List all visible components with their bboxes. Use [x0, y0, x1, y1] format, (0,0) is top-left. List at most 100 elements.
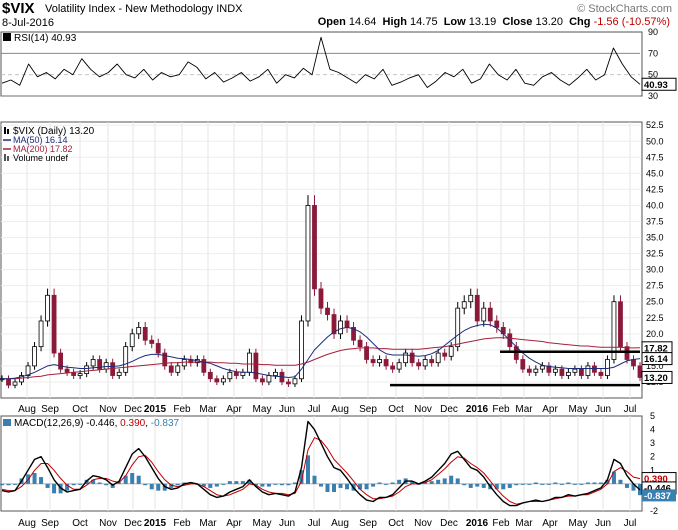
rsi-last-value: 40.93 — [641, 77, 677, 91]
macd-hist-bar-59 — [384, 483, 389, 485]
price-y-tick-12: 22.5 — [646, 313, 664, 323]
macd-hist-bar-28 — [182, 482, 187, 484]
close-value: 13.20 — [535, 16, 563, 28]
macd-hist-bar-69 — [449, 475, 454, 484]
price-candle-85 — [552, 368, 558, 373]
macd-hist-last: -0.837 — [642, 489, 676, 502]
price-candle-4 — [25, 365, 31, 376]
price-candle-54 — [351, 326, 356, 341]
price-candle-26 — [168, 365, 174, 373]
macd-x-label-9: May — [253, 518, 272, 529]
exchange-label: INDX — [216, 3, 243, 15]
macd-legend-hist: -0.837 — [151, 418, 180, 429]
price-candle-95 — [618, 301, 623, 348]
macd-hist-bar-15 — [97, 482, 102, 484]
price-legend-swatch-3 — [4, 154, 6, 161]
price-x-label-18: Feb — [492, 404, 510, 415]
macd-hist-bar-20 — [130, 473, 135, 484]
macd-x-label-17: 2016 — [466, 518, 489, 529]
price-x-label-9: May — [253, 404, 272, 415]
macd-hist-bar-38 — [247, 479, 252, 484]
price-y-tick-4: 42.5 — [646, 184, 664, 194]
macd-x-label-4: Dec — [124, 518, 142, 529]
ma50-last-value: 16.14 — [641, 352, 673, 366]
macd-x-label-5: 2015 — [144, 518, 167, 529]
high-label: High — [382, 16, 407, 28]
price-x-label-22: Jun — [595, 404, 611, 415]
macd-hist-last-text: -0.837 — [644, 491, 671, 502]
price-candle-96 — [624, 346, 630, 360]
price-candle-22 — [142, 326, 148, 341]
price-candle-61 — [396, 362, 402, 370]
macd-hist-bar-5 — [32, 473, 37, 484]
price-candle-66 — [429, 359, 435, 364]
rsi-line — [1, 36, 641, 88]
price-candle-39 — [253, 352, 259, 380]
price-candle-73 — [474, 294, 480, 322]
price-candle-20 — [129, 333, 135, 348]
open-value: 14.64 — [348, 16, 377, 28]
macd-hist-bar-74 — [481, 483, 486, 488]
macd-x-label-6: Feb — [173, 518, 191, 529]
macd-legend-sep1: , — [115, 418, 121, 429]
price-candle-52 — [338, 320, 343, 335]
macd-frame — [0, 415, 643, 512]
macd-signal-last-text: 0.390 — [644, 474, 668, 485]
open-label: Open — [317, 16, 346, 28]
macd-hist-bar-48 — [312, 475, 317, 484]
chg-label: Chg — [569, 16, 591, 28]
rsi-y-tick-2: 50 — [648, 70, 658, 80]
price-candle-89 — [579, 368, 584, 376]
macd-hist-bar-61 — [397, 479, 402, 484]
macd-legend-swatch — [3, 419, 11, 426]
price-legend-0: $VIX (Daily) 13.20 — [13, 126, 95, 137]
ma200-line — [2, 337, 641, 380]
price-candle-67 — [435, 352, 441, 364]
macd-hist-bar-40 — [260, 483, 265, 487]
price-candle-10 — [64, 368, 70, 373]
price-candle-7 — [45, 294, 50, 322]
price-candle-59 — [383, 359, 389, 367]
price-candle-14 — [90, 359, 96, 367]
macd-hist-bar-79 — [514, 483, 519, 486]
price-candle-12 — [77, 373, 83, 376]
rsi-y-tick-0: 90 — [648, 27, 658, 37]
price-x-label-8: Apr — [226, 404, 242, 415]
price-candle-31 — [201, 359, 207, 373]
price-candle-98 — [637, 365, 643, 378]
macd-hist-bar-76 — [494, 483, 499, 490]
macd-x-label-10: Jun — [279, 518, 295, 529]
price-candle-93 — [605, 359, 610, 376]
macd-hist-bar-94 — [611, 471, 616, 484]
macd-hist-bar-6 — [39, 477, 44, 484]
macd-hist-bar-43 — [279, 483, 284, 486]
macd-x-label-19: Mar — [515, 518, 533, 529]
price-candle-87 — [565, 371, 571, 376]
price-candle-55 — [357, 339, 363, 348]
price-candle-65 — [422, 359, 428, 367]
price-candle-80 — [520, 359, 526, 370]
price-x-label-3: Nov — [99, 404, 117, 415]
macd-hist-bar-55 — [358, 483, 363, 490]
price-y-tick-9: 30.0 — [646, 265, 664, 275]
macd-hist-bar-90 — [585, 482, 590, 484]
price-legend-1: MA(50) 16.14 — [13, 135, 68, 145]
macd-hist-bar-77 — [501, 483, 506, 490]
macd-hist-bar-47 — [305, 455, 310, 484]
price-candle-15 — [97, 359, 103, 370]
ma50-last-value-text: 16.14 — [644, 354, 668, 365]
macd-legend-macd: -0.446 — [86, 418, 115, 429]
ma50-line — [2, 323, 641, 380]
price-candle-74 — [481, 307, 487, 322]
price-y-tick-10: 27.5 — [646, 281, 664, 291]
macd-hist-bar-21 — [136, 475, 141, 484]
price-candle-23 — [149, 339, 155, 344]
price-candle-50 — [325, 307, 330, 315]
price-candle-68 — [442, 352, 448, 357]
price-candle-24 — [155, 343, 161, 354]
macd-hist-bar-8 — [52, 483, 57, 494]
macd-hist-bar-35 — [227, 481, 232, 484]
price-candle-44 — [286, 381, 291, 385]
price-x-label-1: Sep — [41, 404, 59, 415]
macd-hist-bar-10 — [65, 483, 70, 491]
